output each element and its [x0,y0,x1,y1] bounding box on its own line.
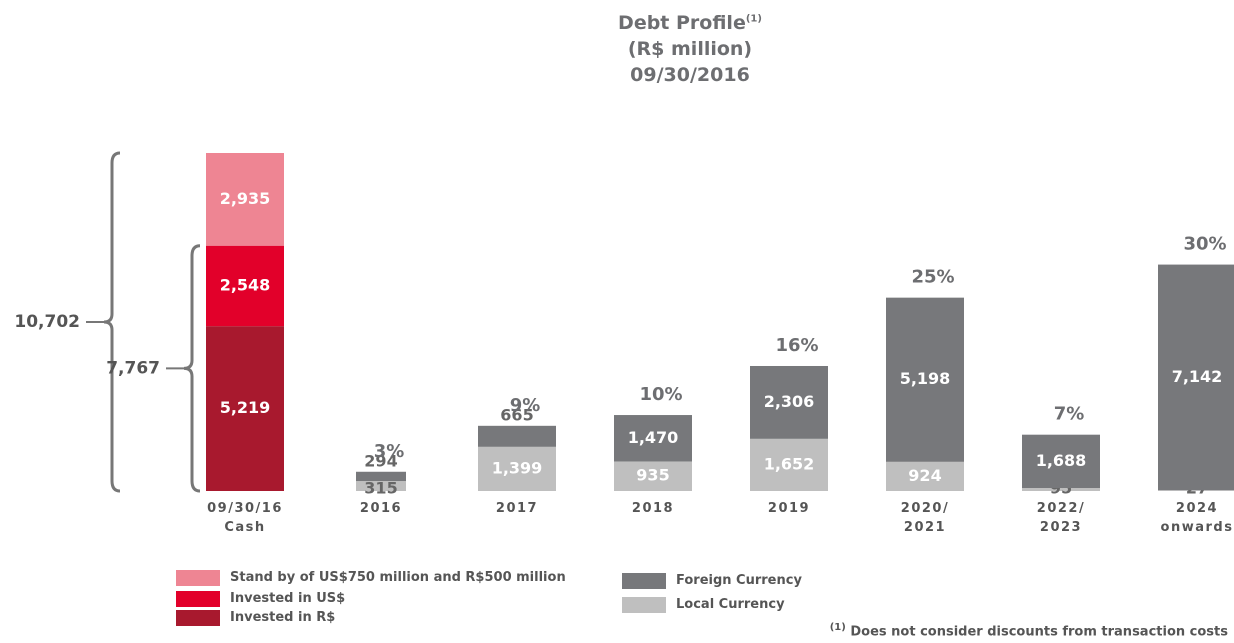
value-label: 935 [636,466,669,485]
value-label: 1,688 [1036,451,1087,470]
bracket [103,151,121,493]
bar-segment [614,415,692,462]
bar-segment [886,461,964,491]
legend-label: Invested in US$ [230,591,346,606]
bar-segment [886,297,964,462]
value-label: 294 [364,451,397,470]
legend-label: Stand by of US$750 million and R$500 mil… [230,570,566,585]
value-label: 1,399 [492,458,543,477]
title-note: (1) [745,13,762,25]
legend-label: Invested in R$ [230,610,336,625]
x-tick-label: 09/30/16 Cash [207,501,283,535]
bar-segment [1022,434,1100,488]
bar-segment [206,326,284,491]
chart-title: Debt Profile [618,12,746,34]
bar-segment [1158,490,1234,491]
value-label: 1,652 [764,454,815,473]
share-label: 7% [1054,404,1085,425]
bar-segment [1022,487,1100,491]
share-label: 9% [510,395,541,416]
value-label: 7,142 [1172,367,1223,386]
value-label: 665 [500,405,533,424]
x-tick-label: 2024 onwards [1160,501,1234,535]
bar-segment [206,245,284,327]
bar-segment [356,471,406,482]
bracket-label: 7,767 [106,358,160,378]
footnote-line: (1) Does not consider discounts from tra… [830,622,1228,639]
value-label: 2,548 [220,275,271,294]
share-label: 3% [374,441,405,462]
subtitle: (R$ million) [627,38,753,60]
value-label: 2,935 [220,189,271,208]
x-tick-label: 2022/ 2023 [1036,501,1086,535]
legend-swatch [622,597,666,613]
value-label: 315 [364,479,397,498]
bracket [183,244,201,493]
footnote: Does not consider discounts from transac… [850,624,1228,640]
legend-swatch [176,570,220,586]
bar-segment [356,481,406,491]
x-tick-label: 2020/ 2021 [900,501,950,535]
legend-swatch [176,610,220,626]
subtitle: 09/30/2016 [630,64,750,86]
share-label: 10% [639,384,682,405]
x-tick-label: 2019 [767,501,811,516]
bar-segment [478,425,556,447]
legend-swatch [622,573,666,589]
chart-title-line: Debt Profile(1) [0,12,1234,34]
bracket-label: 10,702 [14,312,80,332]
value-label: 5,198 [900,369,951,388]
legend-label: Local Currency [676,597,785,612]
x-tick-label: 2018 [631,501,675,516]
bar-segment [206,153,284,246]
value-label: 5,219 [220,398,271,417]
x-tick-label: 2017 [495,501,539,516]
value-label: 924 [908,466,941,485]
bar-segment [750,438,828,491]
x-tick-label: 2016 [359,501,403,516]
share-label: 25% [911,267,954,288]
value-label: 1,470 [628,428,679,447]
value-label: 2,306 [764,392,815,411]
bar-segment [614,461,692,491]
bar-segment [478,446,556,491]
share-label: 30% [1183,234,1226,255]
footnote-mark: (1) [829,622,846,633]
legend-label: Foreign Currency [676,573,802,588]
bar-segment [1158,264,1234,491]
bar-segment [750,365,828,439]
legend-swatch [176,591,220,607]
share-label: 16% [775,335,818,356]
